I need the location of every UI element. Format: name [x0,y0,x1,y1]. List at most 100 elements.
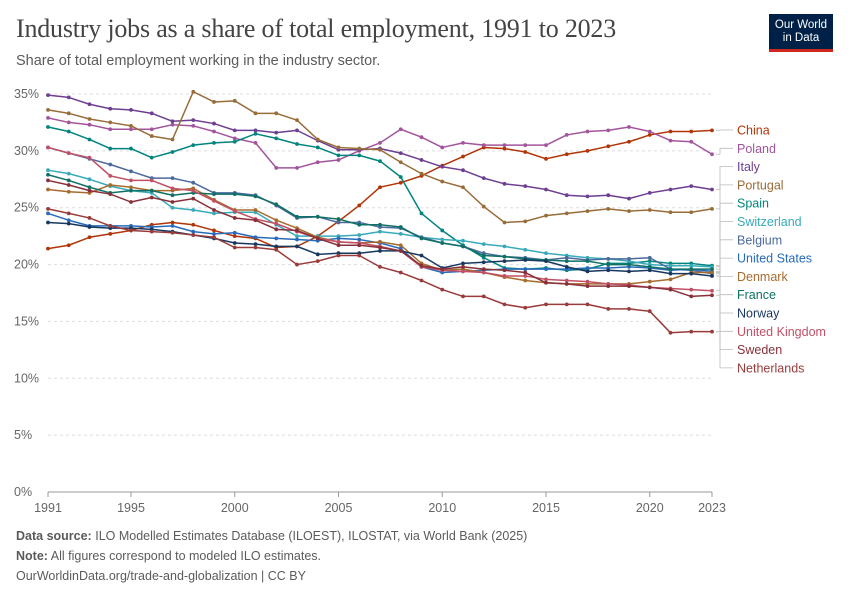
data-point [585,266,590,270]
data-point [647,129,652,134]
data-point [647,279,652,284]
footer-source: Data source: ILO Modelled Estimates Data… [16,529,527,543]
data-point [627,262,631,267]
data-point [315,236,320,241]
data-point [191,229,196,234]
data-point [108,127,113,132]
data-point [295,237,299,242]
data-point [378,264,382,269]
line-chart[interactable]: 0% 5% 10% 15% 20% 25% 30% 35% 1991 1995 2000 2005 20… [0,0,850,520]
data-point [544,213,548,218]
data-point [46,93,50,98]
data-point [274,166,279,170]
data-point [668,187,673,192]
data-point [378,140,382,145]
data-point [606,206,611,211]
data-point [357,153,362,158]
legend-connector [716,257,733,272]
data-point [170,150,175,154]
legend-connector [716,166,733,190]
data-point [481,270,486,275]
legend-connector [716,221,733,268]
series-portugal [46,89,714,225]
data-point [129,200,133,204]
data-point [232,216,237,220]
data-point [253,140,258,145]
data-point [606,268,611,273]
data-point [129,185,133,190]
series-line [47,90,713,224]
data-point [419,236,424,241]
legend-label: France [737,288,776,302]
data-point [564,133,569,137]
data-point [66,129,71,134]
data-point [564,211,569,216]
data-point [295,228,299,233]
data-point [191,118,196,123]
data-point [129,169,133,174]
data-point [668,129,673,134]
data-point [378,159,382,163]
data-point [523,305,528,310]
data-point [232,230,237,235]
data-point [129,146,133,151]
data-point [710,270,714,275]
data-point [564,152,569,157]
data-point [274,202,279,207]
data-point [585,302,590,307]
data-point [398,175,403,179]
data-point [502,268,507,273]
legend-label: China [737,124,770,138]
data-point [668,263,673,268]
footer-url[interactable]: OurWorldinData.org/trade-and-globalizati… [16,569,306,583]
series-line [47,179,713,298]
data-point [585,284,590,289]
legend-label: United States [737,252,812,266]
data-point [502,146,507,151]
data-point [689,263,694,268]
data-point [66,211,71,216]
owid-logo[interactable]: Our World in Data [769,14,833,52]
data-point [191,188,196,193]
data-point [647,133,652,137]
x-tick-label: 2023 [698,501,726,515]
source-text[interactable]: ILO Modelled Estimates Database (ILOEST)… [95,529,528,543]
data-point [274,130,279,135]
data-point [627,284,631,289]
data-point [398,160,403,165]
data-point [253,194,258,199]
data-point [66,120,71,125]
series-norway [46,220,714,278]
legend-label: Spain [737,197,769,211]
series-poland [46,115,714,170]
data-point [129,123,133,128]
data-point [668,287,673,292]
data-point [627,125,631,129]
data-point [689,329,694,334]
data-point [440,267,445,272]
legend-connector [716,331,733,369]
footer-note: Note: All figures correspond to modeled … [16,549,321,563]
data-point [523,150,528,154]
x-tick-label: 2010 [428,501,456,515]
data-point [212,231,216,236]
data-point [481,267,486,272]
data-point [564,278,569,283]
data-point [232,241,237,245]
data-point [336,236,341,241]
data-point [481,253,486,258]
data-point [129,228,133,233]
data-point [502,259,507,264]
data-point [585,209,590,214]
chart-title: Industry jobs as a share of total employ… [16,14,617,43]
legend-connector [716,290,733,332]
data-point [87,177,92,182]
data-point [606,307,611,311]
data-point [315,137,320,142]
data-point [668,271,673,276]
data-point [170,220,175,225]
data-point [481,204,486,209]
legend-label: Italy [737,160,761,174]
data-point [129,127,133,132]
data-point [606,262,611,267]
